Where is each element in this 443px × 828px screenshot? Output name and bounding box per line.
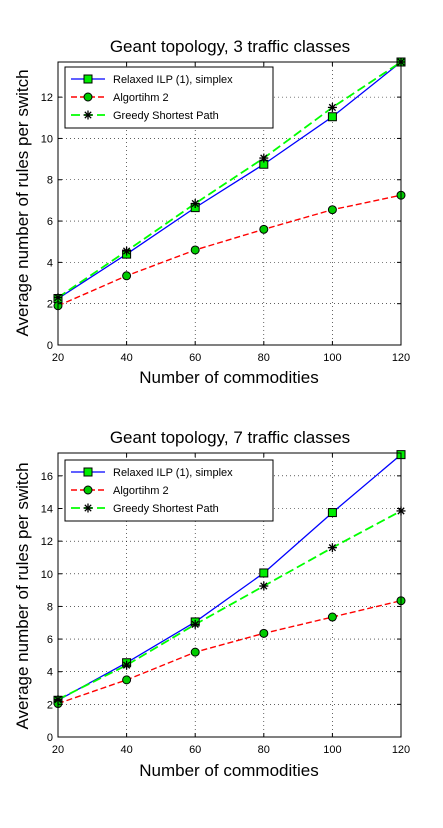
y-tick-label: 14 [41, 503, 53, 515]
series-line-star [57, 61, 402, 299]
x-tick-label: 20 [52, 744, 64, 756]
legend-marker [83, 74, 93, 84]
plot-frame [57, 452, 402, 738]
legend-label: Relaxed ILP (1), simplex [113, 467, 233, 479]
legend-label: Relaxed ILP (1), simplex [113, 74, 233, 86]
y-tick-label: 10 [41, 133, 53, 145]
x-tick-label: 100 [323, 744, 341, 756]
y-tick-label: 4 [47, 257, 53, 269]
series-line-star [57, 510, 402, 701]
x-axis-label: Number of commodities [139, 368, 319, 387]
data-point [122, 271, 132, 281]
legend-marker [83, 110, 93, 120]
legend-label: Algortihm 2 [113, 485, 169, 497]
series-line-square [57, 454, 402, 701]
data-point [190, 245, 200, 255]
y-tick-label: 0 [47, 340, 53, 352]
grid-lines [58, 453, 401, 737]
x-tick-label: 120 [392, 352, 410, 364]
series-line-circle [57, 600, 402, 705]
legend-marker [83, 503, 93, 513]
legend-label: Algortihm 2 [113, 92, 169, 104]
y-axis-label: Average number of rules per switch [13, 69, 32, 336]
data-point [259, 224, 269, 234]
legend-marker [83, 92, 93, 102]
legend: Relaxed ILP (1), simplex Algortihm 2 Greed… [64, 459, 274, 522]
series-line-circle [57, 194, 402, 307]
legend-label: Greedy Shortest Path [113, 503, 219, 515]
y-axis-label: Average number of rules per switch [13, 462, 32, 729]
axis-ticks: 20 40 60 80 100 120 0 2 4 6 8 10 12 [41, 62, 410, 364]
y-tick-label: 2 [47, 299, 53, 311]
chart-title: Geant topology, 7 traffic classes [110, 428, 350, 447]
y-tick-label: 6 [47, 216, 53, 228]
legend-box [64, 66, 274, 129]
y-tick-label: 2 [47, 699, 53, 711]
data-point [122, 660, 132, 670]
chart-bottom: Geant topology, 7 traffic classes 20 40 60… [13, 428, 410, 780]
data-point [190, 647, 200, 657]
data-point [259, 153, 269, 163]
x-tick-label: 120 [392, 744, 410, 756]
data-point [327, 102, 337, 112]
x-tick-label: 100 [323, 352, 341, 364]
data-point [259, 568, 269, 578]
y-tick-label: 8 [47, 601, 53, 613]
legend-marker [83, 467, 93, 477]
x-tick-label: 40 [120, 744, 132, 756]
data-point [190, 619, 200, 629]
chart-title: Geant topology, 3 traffic classes [110, 37, 350, 56]
data-point [259, 628, 269, 638]
data-point [327, 543, 337, 553]
data-point [327, 508, 337, 518]
chart-top: Geant topology, 3 traffic classes 20 40 60… [13, 37, 410, 387]
legend: Relaxed ILP (1), simplex Algortihm 2 Greed… [64, 66, 274, 129]
data-point [327, 205, 337, 215]
axis-ticks: 20 40 60 80 100 120 0 2 4 6 8 10 12 14 16 [41, 453, 410, 756]
x-tick-label: 60 [189, 744, 201, 756]
y-tick-label: 12 [41, 92, 53, 104]
series-line-square [57, 61, 402, 300]
data-point [190, 199, 200, 208]
y-tick-label: 8 [47, 175, 53, 187]
x-axis-label: Number of commodities [139, 761, 319, 780]
y-tick-label: 16 [41, 471, 53, 483]
legend-marker [83, 485, 93, 495]
y-tick-label: 10 [41, 569, 53, 581]
data-point [122, 246, 132, 256]
y-tick-label: 4 [47, 667, 53, 679]
data-point [327, 112, 337, 122]
x-tick-label: 40 [120, 352, 132, 364]
legend-label: Greedy Shortest Path [113, 110, 219, 122]
x-tick-label: 80 [258, 352, 270, 364]
y-tick-label: 12 [41, 536, 53, 548]
x-tick-label: 20 [52, 352, 64, 364]
x-tick-label: 60 [189, 352, 201, 364]
plot-frame [57, 61, 402, 346]
x-tick-label: 80 [258, 744, 270, 756]
y-tick-label: 0 [47, 732, 53, 744]
data-point [327, 612, 337, 622]
data-point [259, 581, 269, 591]
y-tick-label: 6 [47, 634, 53, 646]
data-point [122, 675, 132, 685]
